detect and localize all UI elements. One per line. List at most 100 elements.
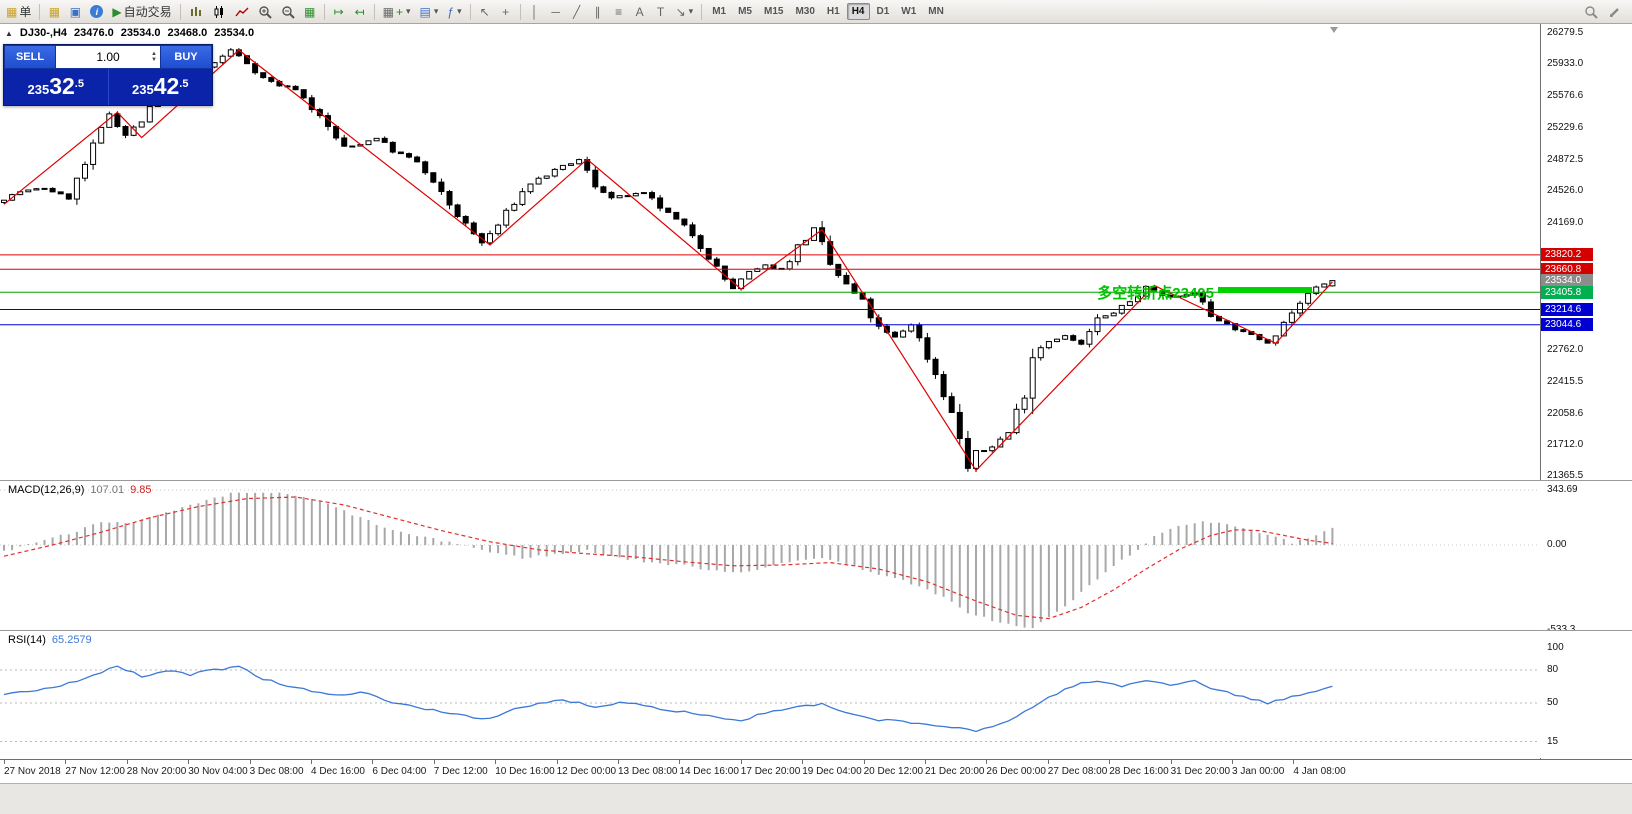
rsi-plot[interactable] xyxy=(0,631,1540,758)
new-order-label: 单 xyxy=(19,5,32,19)
high-value: 23534.0 xyxy=(120,27,161,39)
zoom-in-button[interactable] xyxy=(254,2,276,22)
time-tick xyxy=(1293,760,1295,764)
autotrading-button[interactable]: ▶ 自动交易 xyxy=(108,2,175,22)
toolbar-right-group xyxy=(1580,2,1630,22)
horizontal-line-tool-button[interactable]: ─ xyxy=(546,2,566,22)
price-axis[interactable]: 26279.5 25933.0 25576.6 25229.6 24872.5 24526… xyxy=(1540,24,1632,481)
time-tick xyxy=(679,760,681,764)
time-tick xyxy=(372,760,374,764)
zoom-out-button[interactable] xyxy=(277,2,299,22)
time-label: 12 Dec 00:00 xyxy=(556,766,617,777)
time-tick xyxy=(740,760,742,764)
candlestick-mode-button[interactable] xyxy=(208,2,230,22)
bar-chart-mode-button[interactable] xyxy=(185,2,207,22)
time-tick xyxy=(1047,760,1049,764)
data-window-button[interactable]: i xyxy=(86,2,107,22)
timeframe-m15[interactable]: M15 xyxy=(764,6,784,17)
zoom-in-icon xyxy=(258,5,272,19)
timeframe-m5[interactable]: M5 xyxy=(738,6,752,17)
new-order-button[interactable]: ▦ 单 xyxy=(2,2,35,22)
time-tick xyxy=(1170,760,1172,764)
arrows-tool-button[interactable]: ↘ ▾ xyxy=(672,2,698,22)
sell-price[interactable]: 235 32.5 xyxy=(27,73,84,99)
price-scale-label: 21365.5 xyxy=(1547,470,1584,482)
timeframe-d1[interactable]: D1 xyxy=(876,6,890,17)
time-tick xyxy=(1109,760,1111,764)
macd-axis[interactable]: 343.69 0.00 -533.3 xyxy=(1540,481,1632,635)
timeframe-h4[interactable]: H4 xyxy=(846,3,870,20)
rsi-axis[interactable]: 100 80 50 15 xyxy=(1540,631,1632,758)
volume-spinner[interactable]: ▲ ▼ xyxy=(151,51,157,63)
line-chart-mode-button[interactable] xyxy=(231,2,253,22)
chart-window-button[interactable]: ▦ xyxy=(44,2,64,22)
time-tick xyxy=(65,760,67,764)
time-tick xyxy=(4,760,5,764)
price-scale-label: 25229.6 xyxy=(1547,121,1584,133)
time-label: 31 Dec 20:00 xyxy=(1170,766,1231,777)
search-icon xyxy=(1585,5,1598,19)
pivot-annotation[interactable]: 多空转折点23405 xyxy=(1097,285,1214,302)
profiles-button[interactable]: ▤ ▾ xyxy=(416,2,443,22)
new-chart-button[interactable]: ▦ + ▾ xyxy=(379,2,415,22)
time-label: 4 Jan 08:00 xyxy=(1293,766,1346,777)
one-click-trading-panel: SELL 1.00 ▲ ▼ BUY 235 32.5 235 42.5 xyxy=(3,44,213,106)
edit-button[interactable] xyxy=(1604,2,1626,22)
rsi-label: RSI(14) 65.2579 xyxy=(8,634,92,646)
indicators-icon: ƒ xyxy=(447,4,455,19)
tile-windows-icon: ▦ xyxy=(303,4,316,19)
crosshair-tool-button[interactable]: + xyxy=(496,2,516,22)
price-level-badge: 23405.8 xyxy=(1541,285,1593,299)
trade-panel-toggle[interactable]: ▲ xyxy=(5,28,13,38)
cursor-tool-button[interactable]: ↖ xyxy=(475,2,495,22)
timeframe-w1[interactable]: W1 xyxy=(901,6,917,17)
macd-label: MACD(12,26,9) 107.01 9.85 xyxy=(8,484,152,496)
market-watch-button[interactable]: ▣ xyxy=(65,2,85,22)
text-label-tool-button[interactable]: T xyxy=(651,2,671,22)
timeframe-m1[interactable]: M1 xyxy=(712,6,727,17)
buy-price[interactable]: 235 42.5 xyxy=(132,73,189,99)
time-label: 17 Dec 20:00 xyxy=(740,766,801,777)
timeframe-h1[interactable]: H1 xyxy=(826,6,840,17)
chart-shift-button[interactable]: ↤ xyxy=(350,2,370,22)
toolbar-separator xyxy=(373,3,375,20)
panel-separator[interactable] xyxy=(0,630,1632,631)
low-value: 23468.0 xyxy=(167,27,208,39)
search-button[interactable] xyxy=(1580,2,1602,22)
time-axis[interactable]: 27 Nov 2018 27 Nov 12:00 28 Nov 20:00 30 No… xyxy=(0,759,1632,783)
info-icon: i xyxy=(90,5,104,18)
channel-tool-button[interactable]: ∥ xyxy=(588,2,608,22)
price-scale-label: 24526.0 xyxy=(1547,185,1584,197)
price-chart-plot[interactable] xyxy=(0,24,1540,481)
macd-plot[interactable] xyxy=(0,481,1540,630)
time-label: 27 Dec 08:00 xyxy=(1047,766,1108,777)
fibonacci-tool-button[interactable]: ≡ xyxy=(609,2,629,22)
tile-windows-button[interactable]: ▦ xyxy=(300,2,320,22)
price-scale-label: 21712.0 xyxy=(1547,438,1584,450)
buy-button[interactable]: BUY xyxy=(160,45,212,69)
vertical-line-tool-button[interactable]: │ xyxy=(525,2,545,22)
panel-separator[interactable] xyxy=(0,480,1632,481)
play-icon: ▶ xyxy=(112,4,122,19)
text-tool-button[interactable]: A xyxy=(630,2,650,22)
time-tick xyxy=(802,760,804,764)
trendline-tool-button[interactable]: ╱ xyxy=(567,2,587,22)
volume-input[interactable]: 1.00 ▲ ▼ xyxy=(56,45,160,69)
bar-chart-icon xyxy=(190,6,201,16)
close-value: 23534.0 xyxy=(214,27,255,39)
time-label: 7 Dec 12:00 xyxy=(433,766,488,777)
timeframe-m30[interactable]: M30 xyxy=(795,6,815,17)
time-tick xyxy=(986,760,988,764)
line-chart-icon xyxy=(235,7,249,16)
time-label: 3 Jan 00:00 xyxy=(1232,766,1285,777)
fibonacci-icon: ≡ xyxy=(615,4,623,19)
time-tick xyxy=(1232,760,1233,764)
sell-button[interactable]: SELL xyxy=(4,45,56,69)
auto-scroll-button[interactable]: ↦ xyxy=(329,2,349,22)
chart-shift-marker[interactable] xyxy=(1330,27,1338,33)
time-label: 3 Dec 08:00 xyxy=(249,766,304,777)
indicators-button[interactable]: ƒ ▾ xyxy=(443,2,465,22)
time-tick xyxy=(618,760,619,764)
timeframe-mn[interactable]: MN xyxy=(928,6,944,17)
